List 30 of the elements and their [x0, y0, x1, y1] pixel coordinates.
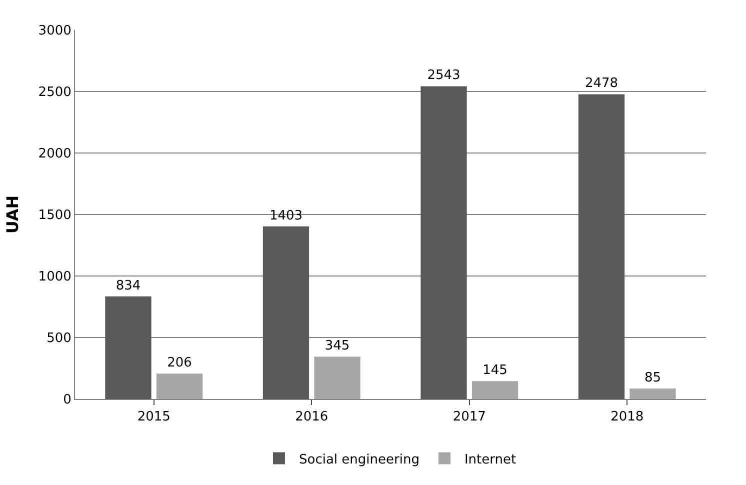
- y-tick-label: 2500: [38, 85, 72, 100]
- y-tick-label: 500: [46, 331, 72, 346]
- x-tick-label: 2017: [452, 410, 486, 425]
- data-label: 145: [482, 363, 508, 378]
- data-label: 2543: [427, 68, 460, 84]
- x-tick-label: 2015: [137, 410, 170, 425]
- bar: [105, 296, 152, 399]
- legend-label: Internet: [464, 452, 516, 468]
- y-tick-label: 1500: [38, 208, 72, 224]
- bar: [578, 94, 625, 399]
- data-label: 206: [167, 356, 192, 371]
- y-tick-label: 3000: [38, 24, 72, 39]
- bar: [262, 226, 310, 399]
- bar: [472, 381, 518, 399]
- y-axis-title: UAH: [3, 195, 22, 234]
- data-label: 85: [644, 370, 662, 386]
- bar: [630, 388, 676, 399]
- y-tick-label: 1000: [38, 270, 72, 285]
- data-label: 1403: [269, 208, 303, 224]
- data-label: 345: [324, 338, 350, 354]
- data-label: 2478: [584, 76, 618, 92]
- bar: [314, 356, 360, 399]
- x-tick-label: 2018: [610, 410, 644, 425]
- y-tick-label: 0: [63, 392, 72, 408]
- x-tick-label: 2016: [295, 410, 328, 425]
- bar: [156, 374, 203, 399]
- y-tick-label: 2000: [38, 146, 72, 162]
- bar: [420, 86, 467, 399]
- data-label: 834: [116, 278, 141, 294]
- legend-label: Social engineering: [299, 452, 420, 468]
